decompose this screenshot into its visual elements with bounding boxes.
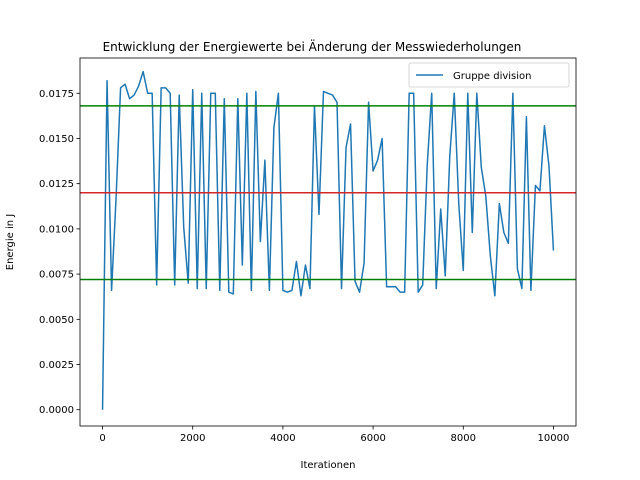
y-axis-label: Energie in J	[5, 214, 16, 270]
x-axis: 0 2000 4000 6000 8000 10000	[99, 426, 569, 444]
x-tick-label: 0	[99, 433, 105, 444]
y-axis: 0.0000 0.0025 0.0050 0.0075 0.0100 0.0125 0.01…	[39, 89, 80, 416]
legend-label: Gruppe division	[453, 71, 532, 82]
y-tick-label: 0.0075	[39, 270, 74, 281]
y-tick-label: 0.0125	[39, 179, 74, 190]
chart-title: Entwicklung der Energiewerte bei Änderun…	[103, 39, 522, 54]
x-axis-label: Iterationen	[301, 460, 356, 471]
series-line-0	[101, 70, 555, 410]
y-tick-label: 0.0000	[39, 405, 74, 416]
x-tick-label: 10000	[538, 433, 570, 444]
legend-box	[408, 62, 570, 88]
y-tick-label: 0.0025	[39, 360, 74, 371]
plot-frame	[79, 57, 577, 427]
y-tick-label: 0.0175	[39, 89, 74, 100]
legend: Gruppe division	[408, 62, 570, 88]
x-tick-label: 4000	[270, 433, 295, 444]
x-tick-label: 6000	[360, 433, 385, 444]
x-tick-label: 2000	[180, 433, 205, 444]
plot-area	[80, 70, 576, 410]
y-tick-label: 0.0150	[39, 134, 74, 145]
x-tick-label: 8000	[451, 433, 476, 444]
y-tick-label: 0.0050	[39, 315, 74, 326]
y-tick-label: 0.0100	[39, 224, 74, 235]
